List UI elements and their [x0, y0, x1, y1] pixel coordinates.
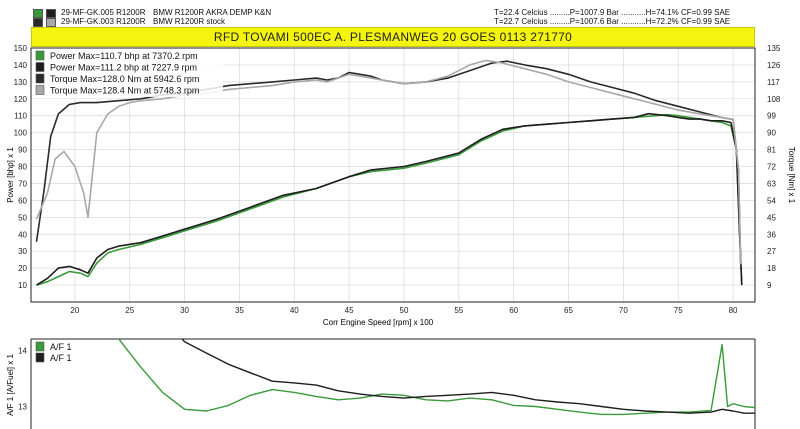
- y-left-tick-label: 100: [14, 129, 28, 138]
- shop-banner: RFD TOVAMI 500EC A. PLESMANWEG 20 GOES 0…: [31, 27, 755, 47]
- y-right-tick-label: 81: [767, 146, 776, 155]
- legend-entry: Torque Max=128.0 Nm at 5942.6 rpm: [50, 74, 199, 84]
- y-axis-right-label: Torque [Nm] x 1: [787, 147, 796, 204]
- x-tick-label: 40: [290, 306, 299, 315]
- x-axis-label: Corr Engine Speed [rpm] x 100: [323, 318, 434, 327]
- run-1-color-swatch-b: [46, 9, 56, 18]
- main-plot-frame: [30, 47, 756, 303]
- series-line-3: [35, 60, 742, 265]
- afr-legend-entry: A/F 1: [50, 353, 72, 363]
- run-2-color-swatch-a: [33, 18, 43, 27]
- y-left-tick-label: 140: [14, 61, 28, 70]
- run-2-conditions: T=22.7 Celcius .........P=1007.6 Bar ...…: [494, 17, 731, 26]
- afr-legend-swatch: [35, 341, 45, 352]
- y-left-tick-label: 70: [18, 179, 27, 188]
- main-legend: Power Max=110.7 bhp at 7370.2 rpm Power M…: [33, 49, 223, 97]
- y-left-tick-label: 60: [18, 196, 27, 205]
- run-2-id: 29-MF-GK.003 R1200R: [61, 17, 146, 26]
- afr-legend-entry: A/F 1: [50, 342, 72, 352]
- legend-entry: Power Max=110.7 bhp at 7370.2 rpm: [50, 51, 198, 61]
- run-1-conditions: T=22.4 Celcius .........P=1007.9 Bar ...…: [494, 8, 731, 17]
- y-left-tick-label: 40: [18, 230, 27, 239]
- y-left-tick-label: 150: [14, 44, 28, 53]
- x-tick-label: 55: [454, 306, 463, 315]
- y-right-tick-label: 117: [767, 78, 780, 87]
- y-right-tick-label: 9: [767, 281, 772, 290]
- run-2-color-swatch-b: [46, 18, 56, 27]
- x-tick-label: 70: [619, 306, 628, 315]
- y-left-tick-label: 90: [18, 146, 27, 155]
- afr-legend-swatch: [35, 352, 45, 363]
- legend-swatch: [35, 85, 45, 95]
- legend-entry: Torque Max=128.4 Nm at 5748.3 rpm: [50, 86, 199, 96]
- y-left-tick-label: 50: [18, 213, 27, 222]
- x-tick-label: 60: [509, 306, 518, 315]
- y-axis-left-label: Power [bhp] x 1: [6, 147, 15, 203]
- y-right-tick-label: 54: [767, 196, 776, 205]
- y-right-tick-label: 90: [767, 129, 776, 138]
- y-left-tick-label: 30: [18, 247, 27, 256]
- y-right-tick-label: 45: [767, 213, 776, 222]
- afr-y-tick-label: 13: [18, 403, 27, 412]
- y-right-tick-label: 27: [767, 247, 776, 256]
- y-right-tick-label: 72: [767, 163, 776, 172]
- legend-box: [33, 49, 223, 97]
- afr-y-tick-label: 14: [18, 346, 27, 355]
- x-tick-label: 75: [674, 306, 683, 315]
- x-tick-label: 30: [180, 306, 189, 315]
- legend-entry: Power Max=111.2 bhp at 7227.9 rpm: [50, 63, 197, 73]
- x-tick-label: 35: [235, 306, 244, 315]
- legend-swatch: [35, 62, 45, 72]
- y-right-tick-label: 108: [767, 95, 781, 104]
- series-line-1: [36, 113, 743, 286]
- y-left-tick-label: 20: [18, 264, 27, 273]
- main-chart-ticks: 20 25 30 35 40 45 50 55 60 65 70 75 80 10 20 30 40 50 60 70…: [14, 44, 781, 315]
- x-tick-label: 20: [70, 306, 79, 315]
- y-right-tick-label: 18: [767, 264, 776, 273]
- y-left-tick-label: 130: [14, 78, 28, 87]
- y-left-tick-label: 110: [14, 112, 27, 121]
- y-left-tick-label: 120: [14, 95, 28, 104]
- run-1-description: BMW R1200R AKRA DEMP K&N: [153, 8, 272, 17]
- legend-swatch: [35, 50, 45, 61]
- x-tick-label: 50: [400, 306, 409, 315]
- afr-ticks: 13 14: [18, 346, 27, 411]
- x-tick-label: 65: [564, 306, 573, 315]
- run-2-description: BMW R1200R stock: [153, 17, 226, 26]
- y-right-tick-label: 126: [767, 61, 781, 70]
- y-right-tick-label: 99: [767, 112, 776, 121]
- afr-y-axis-label: A/F 1 [A/Fuel] x 1: [6, 354, 15, 416]
- x-tick-label: 25: [125, 306, 134, 315]
- y-right-tick-label: 36: [767, 230, 776, 239]
- afr-legend: A/F 1A/F 1: [35, 341, 72, 363]
- series-line-4: [35, 59, 742, 265]
- run-1-color-swatch-a: [33, 9, 43, 18]
- y-left-tick-label: 10: [18, 281, 27, 290]
- x-tick-label: 80: [729, 306, 738, 315]
- main-chart-series: [35, 59, 743, 286]
- run-1-id: 29-MF-GK.005 R1200R: [61, 8, 146, 17]
- y-left-tick-label: 80: [18, 163, 27, 172]
- power-torque-chart: 20 25 30 35 40 45 50 55 60 65 70 75 80 10 20 30 40 50 60 70…: [6, 44, 796, 327]
- series-line-2: [36, 112, 743, 286]
- y-right-tick-label: 63: [767, 179, 776, 188]
- legend-swatch: [35, 73, 45, 84]
- y-right-tick-label: 135: [767, 44, 781, 53]
- x-tick-label: 45: [345, 306, 354, 315]
